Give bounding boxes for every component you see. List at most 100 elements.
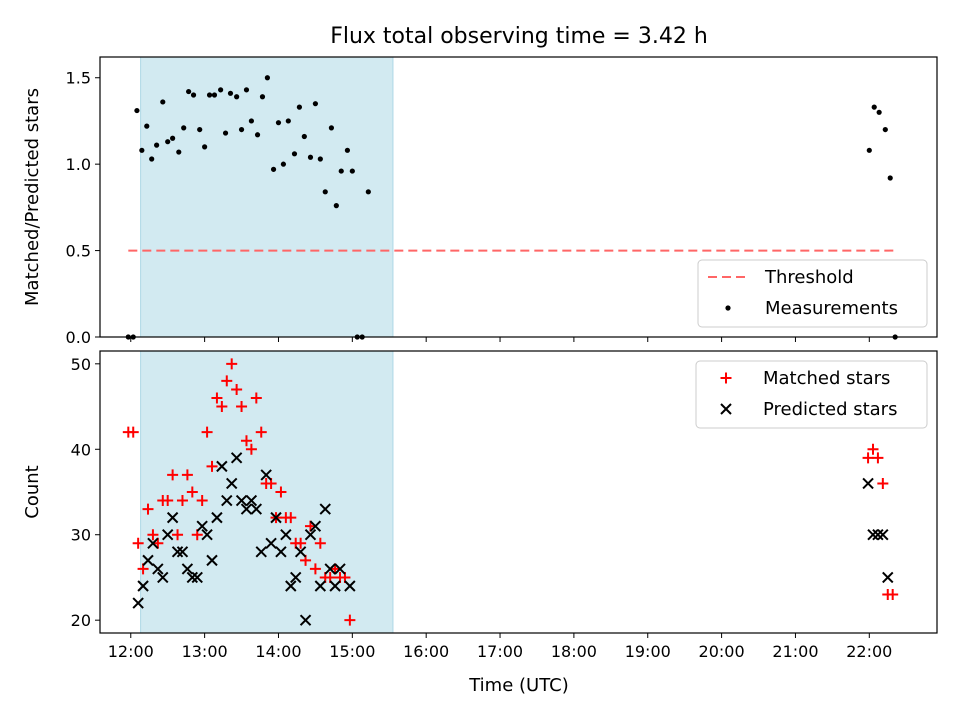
predicted-star-point [245, 494, 258, 507]
measurement-point [328, 125, 335, 131]
measurement-point [264, 75, 270, 81]
measurement-point [301, 133, 307, 140]
measurement-point [190, 92, 197, 98]
matched-star-point [162, 495, 174, 507]
predicted-star-point [280, 529, 292, 541]
panel-bottom: 20 30 40 50 12:00 13:00 14:00 15:00 16:00 17:00 18… [22, 350, 938, 661]
x-tick-label: 19:00 [625, 642, 671, 661]
y-tick-label: 40 [71, 440, 91, 459]
matched-star-point [285, 512, 297, 524]
x-tick-label: 12:00 [108, 642, 154, 661]
predicted-star-point [867, 529, 879, 541]
y-tick-label: 0.0 [66, 328, 91, 347]
matched-star-point [196, 495, 208, 507]
predicted-star-point [882, 571, 894, 584]
legend-matched-swatch [720, 372, 732, 384]
predicted-star-point [176, 546, 189, 558]
matched-star-point [862, 452, 874, 464]
predicted-star-point [240, 503, 253, 515]
measurement-point [170, 135, 176, 141]
matched-star-point [142, 503, 154, 515]
predicted-star-point [270, 511, 282, 524]
matched-star-point [877, 477, 889, 489]
measurement-point [307, 154, 314, 160]
predicted-star-point [344, 580, 356, 592]
matched-star-point [275, 486, 287, 498]
y-tick-label: 50 [71, 355, 91, 374]
measurement-point [248, 118, 254, 124]
predicted-star-point [324, 563, 336, 575]
y-tick-label: 1.0 [66, 155, 91, 174]
predicted-star-point [152, 563, 164, 575]
measurement-point [186, 88, 192, 95]
legend: Matched stars Predicted stars [695, 360, 928, 429]
matched-star-point [295, 537, 307, 549]
measurement-point [243, 87, 250, 93]
predicted-star-point [147, 537, 159, 549]
y-tick-label: 0.5 [66, 242, 91, 261]
y-axis-label: Matched/Predicted stars [22, 88, 43, 306]
predicted-star-point [206, 554, 218, 567]
predicted-star-point [250, 503, 263, 515]
matched-star-point [250, 392, 262, 404]
y-tick-label: 1.5 [66, 69, 91, 88]
matched-star-point [344, 614, 356, 626]
measurement-point [154, 142, 160, 148]
measurement-point [270, 166, 277, 172]
predicted-star-point [166, 511, 179, 524]
predicted-star-point [290, 571, 302, 584]
matched-star-point [867, 443, 879, 455]
measurement-point [234, 94, 240, 100]
x-axis-label: Time (UTC) [468, 675, 569, 696]
x-tick-label: 13:00 [182, 642, 228, 661]
legend-box [695, 360, 928, 429]
measurement-point [165, 139, 171, 145]
matched-star-point [167, 469, 179, 481]
measurement-point [333, 203, 339, 209]
measurement-point [144, 123, 150, 129]
matched-star-point [240, 435, 252, 447]
predicted-star-point [201, 529, 213, 541]
measurement-point [139, 147, 145, 153]
predicted-star-point [314, 580, 327, 592]
measurement-point [312, 101, 319, 107]
legend-entry-label: Threshold [764, 267, 854, 288]
predicted-star-point [319, 503, 331, 515]
predicted-star-point [161, 529, 174, 541]
measurement-point [211, 92, 218, 98]
y-axis-label: Count [22, 465, 43, 518]
measurement-point [218, 87, 224, 93]
matched-star-point [147, 529, 159, 541]
matched-star-point [181, 469, 193, 481]
measurement-point [227, 90, 234, 96]
chart-title: Flux total observing time = 3.42 h [330, 24, 708, 49]
predicted-star-point [285, 580, 297, 592]
measurement-point [285, 118, 291, 124]
measurement-point [160, 99, 166, 105]
measurement-point [344, 147, 351, 153]
measurement-point [149, 156, 155, 162]
matched-star-point [887, 589, 899, 601]
predicted-star-point [157, 571, 169, 584]
predicted-star-point [294, 546, 307, 558]
predicted-star-point [137, 580, 149, 592]
legend-entry-label: Measurements [765, 298, 898, 319]
predicted-star-point [230, 452, 243, 464]
matched-star-point [255, 426, 267, 438]
matched-star-point [236, 401, 248, 413]
predicted-star-point [171, 546, 184, 558]
measurement-point [206, 92, 213, 98]
x-tick-label: 22:00 [846, 642, 892, 661]
matched-star-point [221, 375, 233, 387]
predicted-star-point [225, 477, 238, 490]
measurement-point [222, 130, 229, 136]
matched-star-point [245, 443, 257, 455]
matched-star-point [309, 563, 321, 575]
measurement-point [259, 94, 266, 100]
y-tick-label: 30 [71, 526, 91, 545]
matched-star-point [226, 358, 238, 370]
matched-star-point [127, 426, 139, 438]
measurement-point [176, 149, 182, 155]
measurement-point [197, 126, 203, 133]
